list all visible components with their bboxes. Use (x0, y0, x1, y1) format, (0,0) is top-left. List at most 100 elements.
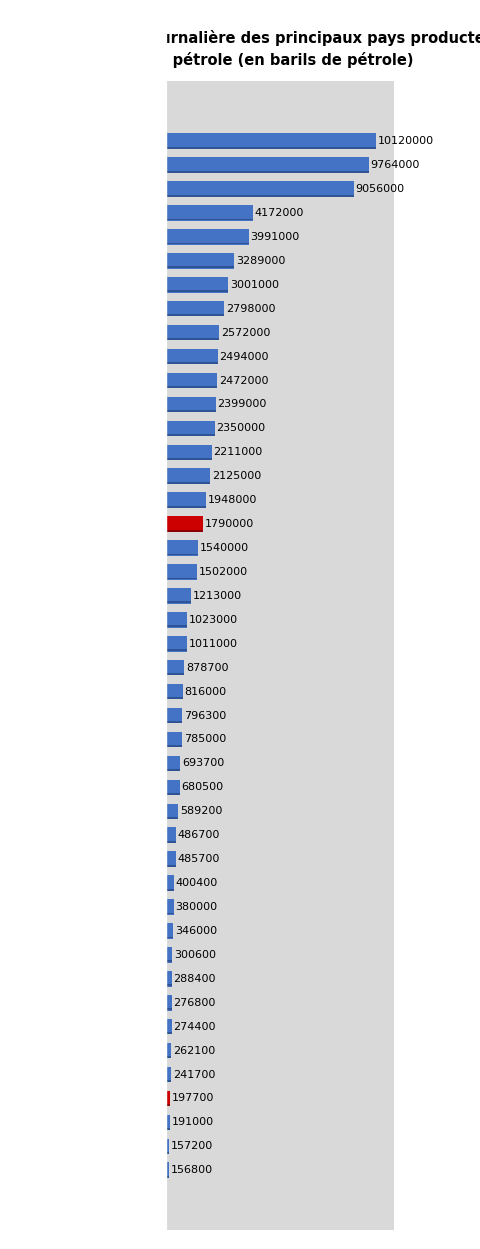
Bar (166, 315, 224, 316)
Bar (166, 541, 198, 556)
Text: 197700: 197700 (171, 1093, 214, 1103)
Text: 262100: 262100 (173, 1045, 215, 1055)
Bar (166, 673, 184, 676)
Bar (166, 1152, 169, 1154)
Text: 2211000: 2211000 (213, 447, 262, 457)
Text: 380000: 380000 (175, 902, 217, 912)
Bar (166, 626, 187, 627)
Text: 157200: 157200 (170, 1142, 213, 1152)
Bar (166, 219, 252, 221)
Bar (166, 147, 375, 149)
Text: 288400: 288400 (173, 974, 216, 984)
Text: 693700: 693700 (181, 758, 224, 768)
Bar (166, 205, 252, 221)
Bar (166, 410, 216, 412)
Bar (166, 649, 187, 651)
Text: 589200: 589200 (180, 807, 222, 817)
Bar (166, 1043, 171, 1058)
Bar (166, 362, 217, 363)
Text: 1540000: 1540000 (199, 543, 248, 553)
Bar (166, 277, 228, 292)
Text: 2350000: 2350000 (216, 423, 265, 433)
Text: 1948000: 1948000 (208, 495, 257, 505)
Bar (166, 779, 180, 796)
Bar (166, 530, 203, 532)
Bar (166, 913, 173, 914)
Bar (166, 301, 224, 316)
Bar (166, 1080, 170, 1082)
Bar (166, 756, 180, 771)
Bar (166, 708, 182, 723)
Bar (166, 421, 214, 436)
Bar (166, 492, 206, 508)
Text: 4172000: 4172000 (254, 209, 303, 219)
Bar (166, 577, 197, 580)
Text: 878700: 878700 (185, 663, 228, 673)
Bar (166, 445, 211, 460)
Title: Production journalière des principaux pays producteurs
de pétrole (en barils de : Production journalière des principaux pa… (49, 30, 480, 67)
Bar (166, 181, 353, 197)
Bar (166, 1019, 171, 1034)
Bar (166, 482, 210, 483)
Bar (166, 684, 182, 699)
Bar (166, 697, 182, 699)
Bar (166, 397, 216, 412)
Bar (166, 970, 171, 987)
Bar (166, 266, 234, 269)
Text: 2572000: 2572000 (221, 327, 270, 337)
Bar (166, 984, 171, 987)
Text: 9764000: 9764000 (370, 160, 419, 170)
Bar (166, 636, 187, 652)
Bar (166, 242, 248, 245)
Text: 2472000: 2472000 (218, 376, 268, 386)
Bar (166, 864, 176, 867)
Text: 785000: 785000 (183, 734, 226, 744)
Bar (166, 746, 182, 747)
Text: 486700: 486700 (177, 831, 220, 841)
Bar (166, 553, 198, 556)
Text: 1502000: 1502000 (198, 567, 247, 577)
Bar (166, 195, 353, 196)
Text: 2399000: 2399000 (217, 400, 266, 410)
Bar (166, 1008, 171, 1010)
Text: 1213000: 1213000 (192, 591, 241, 601)
Text: 1011000: 1011000 (188, 638, 237, 648)
Bar (166, 1067, 170, 1083)
Text: 3991000: 3991000 (250, 232, 299, 242)
Bar (166, 433, 214, 436)
Text: 241700: 241700 (172, 1069, 215, 1079)
Text: 1023000: 1023000 (189, 615, 238, 624)
Bar (166, 827, 176, 843)
Text: 10120000: 10120000 (377, 136, 433, 146)
Text: 1790000: 1790000 (204, 520, 253, 530)
Text: 400400: 400400 (176, 878, 218, 888)
Bar (166, 876, 174, 891)
Text: 156800: 156800 (170, 1165, 213, 1175)
Bar (166, 290, 228, 292)
Bar (166, 338, 219, 340)
Bar (166, 1090, 170, 1107)
Bar (166, 1139, 169, 1154)
Bar (166, 468, 210, 485)
Bar (166, 732, 182, 747)
Bar (166, 1104, 170, 1105)
Bar (166, 134, 375, 149)
Bar (166, 1128, 169, 1130)
Bar (166, 937, 173, 938)
Bar (166, 659, 184, 676)
Bar (166, 386, 217, 388)
Text: 2494000: 2494000 (219, 351, 268, 361)
Bar (166, 1175, 169, 1178)
Bar (166, 348, 217, 365)
Text: 3001000: 3001000 (229, 280, 278, 290)
Bar (166, 889, 174, 891)
Text: 300600: 300600 (173, 950, 216, 960)
Bar (166, 506, 206, 507)
Text: 274400: 274400 (173, 1022, 216, 1032)
Bar (166, 960, 172, 962)
Text: 2798000: 2798000 (225, 304, 275, 313)
Bar (166, 1057, 171, 1058)
Bar (166, 793, 180, 794)
Bar (166, 1114, 169, 1130)
Bar (166, 565, 197, 580)
